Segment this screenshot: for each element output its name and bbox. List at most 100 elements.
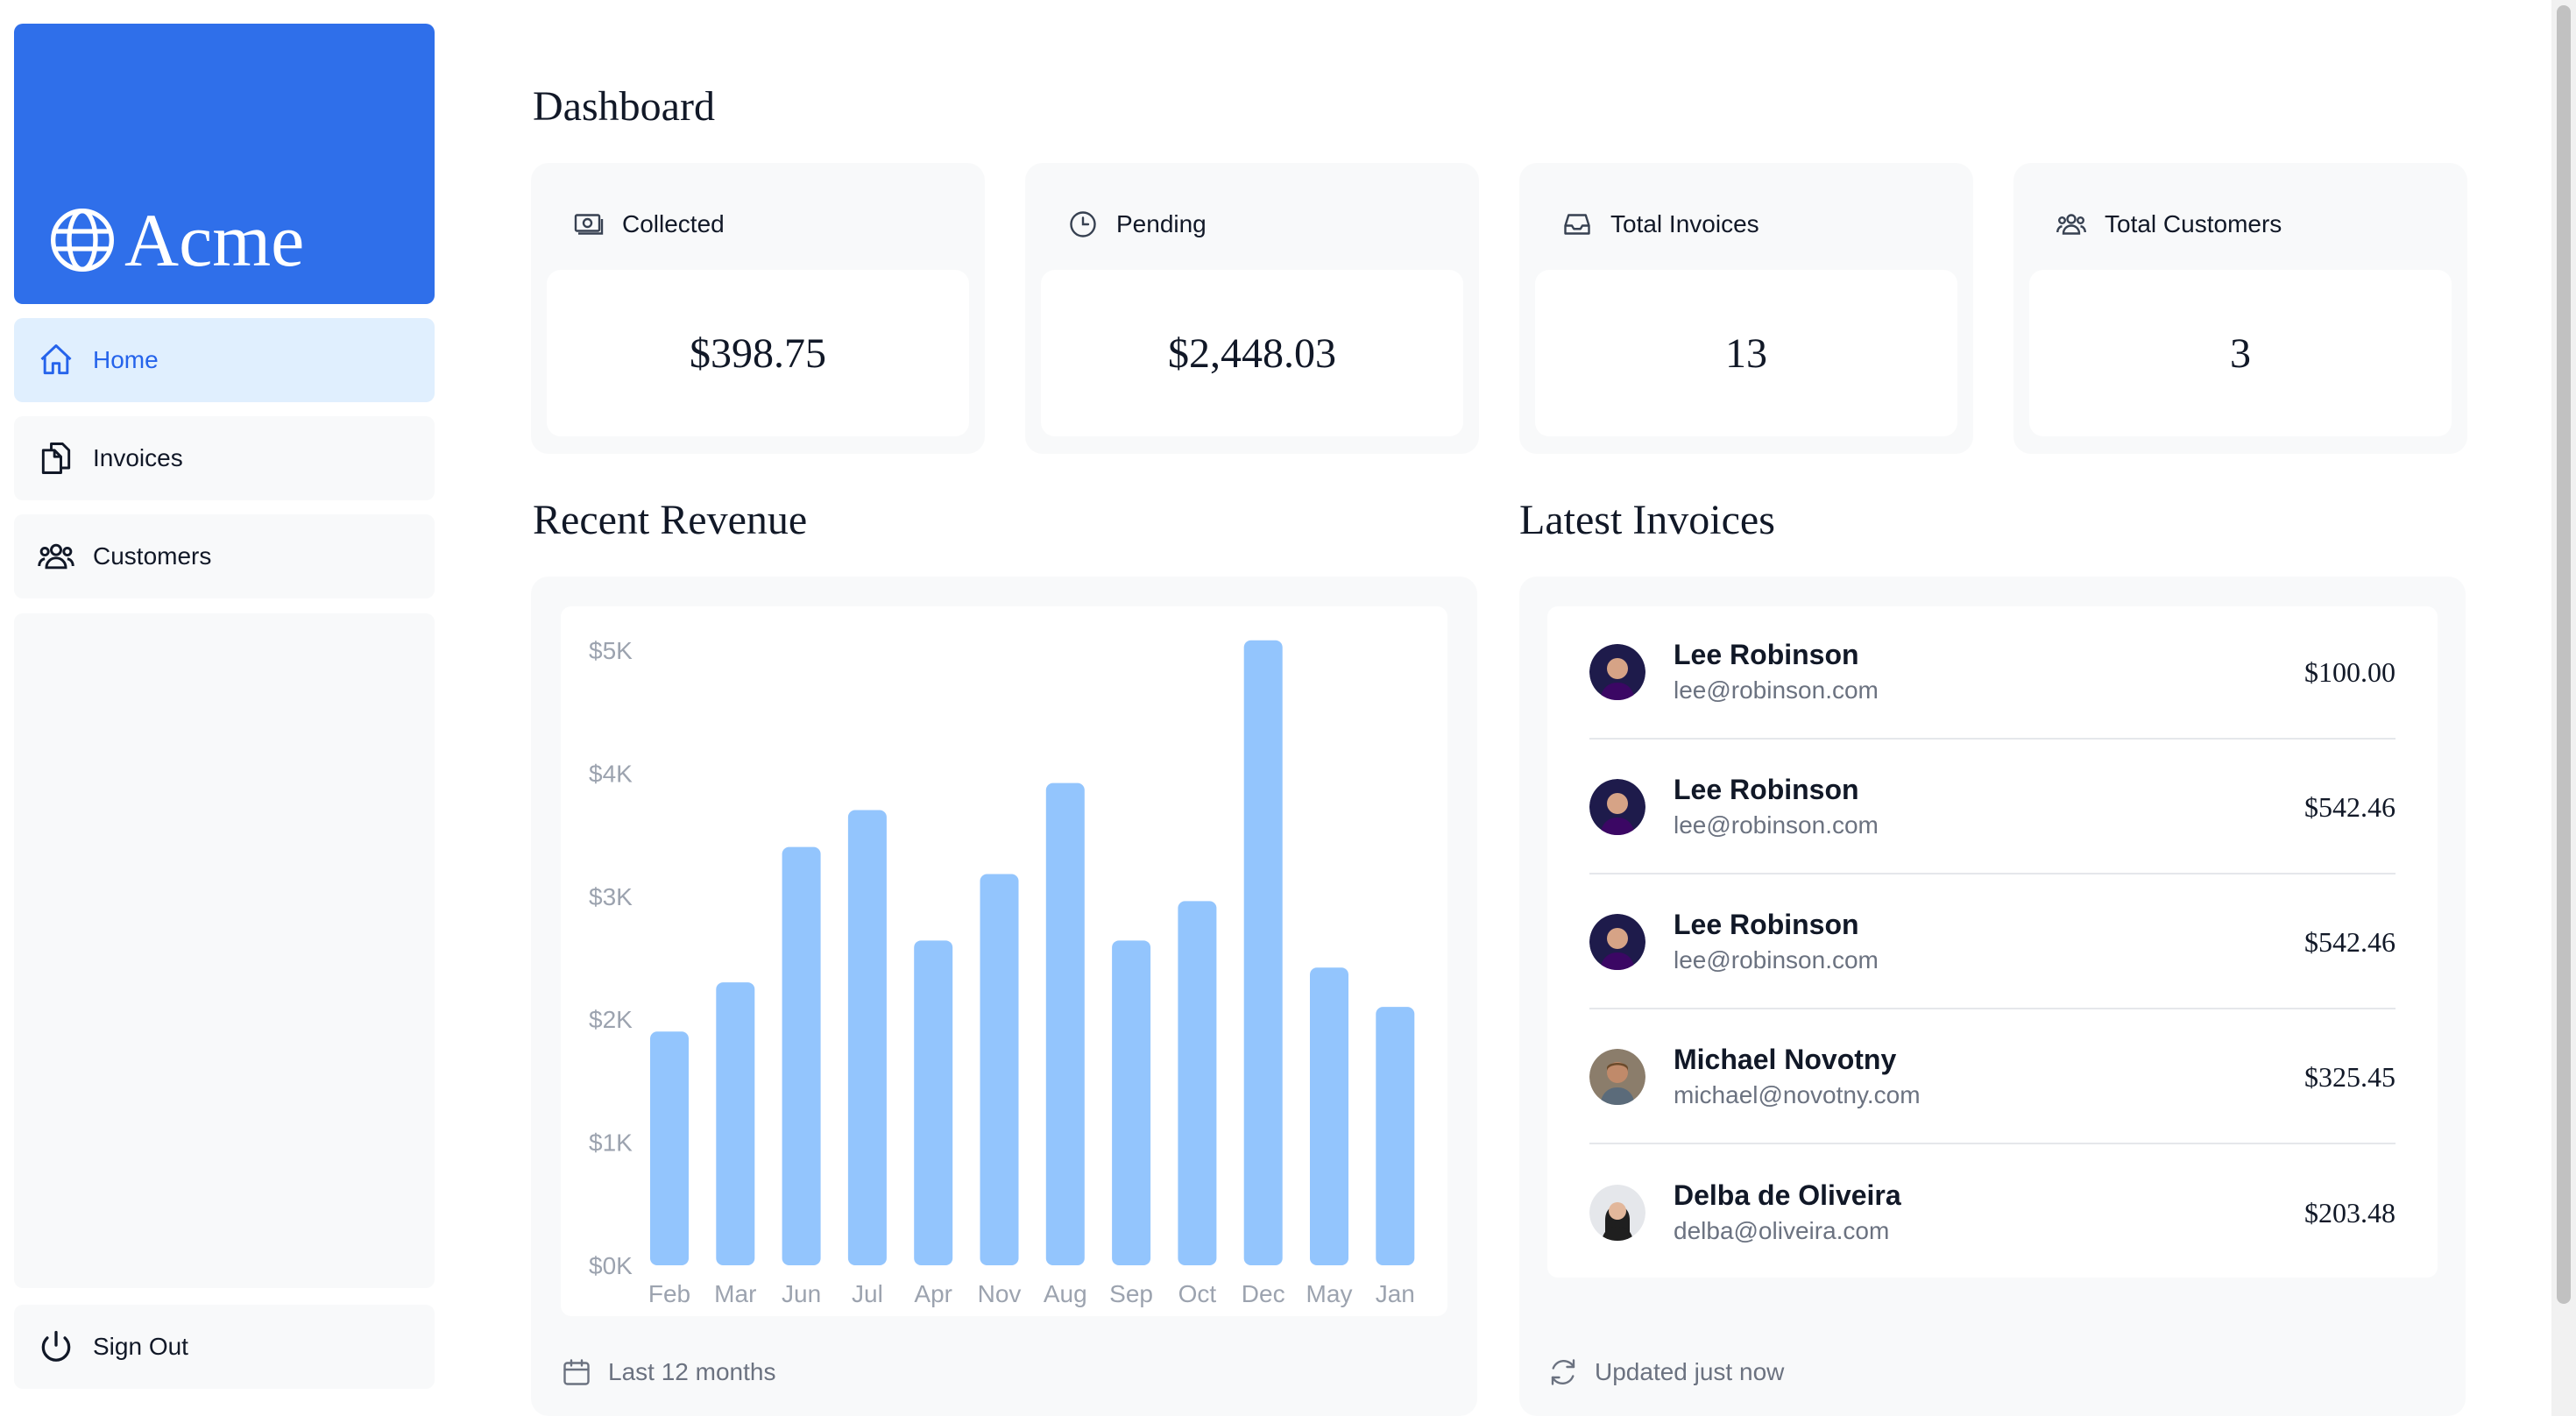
recent-revenue-heading: Recent Revenue (533, 497, 808, 543)
invoice-amount: $100.00 (2304, 655, 2396, 688)
chart-bar-jun[interactable] (782, 846, 821, 1265)
scrollbar-thumb[interactable] (2557, 5, 2571, 1304)
x-tick-label: May (1306, 1280, 1353, 1307)
x-tick-label: Mar (714, 1280, 756, 1307)
chart-bar-apr[interactable] (914, 940, 953, 1265)
page-title: Dashboard (533, 83, 715, 130)
invoice-email: delba@oliveira.com (1674, 1217, 1890, 1245)
x-tick-label: Dec (1242, 1280, 1285, 1307)
invoice-email: lee@robinson.com (1674, 676, 1879, 704)
invoice-name: Lee Robinson (1674, 638, 1859, 670)
power-icon (41, 1330, 71, 1362)
y-tick-label: $3K (589, 883, 633, 910)
banknotes-icon (574, 214, 604, 235)
clock-icon (1070, 211, 1096, 237)
invoice-name: Lee Robinson (1674, 908, 1859, 940)
invoice-email: lee@robinson.com (1674, 946, 1879, 974)
x-tick-label: Jun (782, 1280, 821, 1307)
card-total-invoices: Total Invoices 13 (1519, 163, 1973, 454)
chart-bar-nov[interactable] (980, 874, 1019, 1265)
page-scrollbar[interactable] (2551, 0, 2576, 1416)
brand-name: Acme (124, 198, 305, 282)
card-value: $2,448.03 (1041, 270, 1463, 436)
latest-footer: Updated just now (1595, 1358, 1785, 1385)
invoice-email: michael@novotny.com (1674, 1081, 1921, 1109)
card-pending: Pending $2,448.03 (1025, 163, 1479, 454)
revenue-footer: Last 12 months (608, 1358, 776, 1385)
invoice-amount: $203.48 (2304, 1196, 2396, 1228)
x-tick-label: Apr (914, 1280, 952, 1307)
avatar (1589, 644, 1645, 700)
x-tick-label: Oct (1178, 1280, 1217, 1307)
card-title: Total Customers (2105, 210, 2282, 237)
chart-bar-jul[interactable] (847, 810, 887, 1265)
avatar (1589, 914, 1645, 970)
inbox-icon (1564, 214, 1590, 235)
invoice-row[interactable]: Michael Novotny michael@novotny.com $325… (1589, 1011, 2396, 1144)
chart-bar-aug[interactable] (1045, 782, 1085, 1265)
brand-logo[interactable]: Acme (14, 24, 435, 304)
calendar-icon (563, 1359, 590, 1385)
sidebar-spacer (14, 613, 435, 1288)
card-total-customers: Total Customers 3 (2013, 163, 2467, 454)
y-tick-label: $1K (589, 1129, 633, 1157)
y-tick-label: $4K (589, 760, 633, 787)
latest-invoices-panel: Lee Robinson lee@robinson.com $100.00 Le… (1519, 577, 2466, 1416)
card-collected: Collected $398.75 (531, 163, 985, 454)
chart-bar-sep[interactable] (1112, 940, 1151, 1265)
invoice-row[interactable]: Lee Robinson lee@robinson.com $542.46 (1589, 876, 2396, 1009)
card-title: Pending (1116, 210, 1207, 237)
avatar (1589, 779, 1645, 835)
x-tick-label: Nov (978, 1280, 1022, 1307)
chart-bar-may[interactable] (1310, 967, 1348, 1265)
invoice-amount: $325.45 (2304, 1060, 2396, 1093)
revenue-panel: $0K $1K $2K $3K $4K $5K Feb Mar Jun Jul Apr Nov Aug S… (531, 577, 1477, 1416)
invoice-row[interactable]: Lee Robinson lee@robinson.com $100.00 (1589, 606, 2396, 740)
x-tick-label: Sep (1109, 1280, 1153, 1307)
refresh-icon (1551, 1359, 1575, 1385)
x-tick-label: Jan (1376, 1280, 1415, 1307)
chart-bar-mar[interactable] (716, 982, 755, 1265)
card-value: 13 (1535, 270, 1957, 436)
sidebar-item-label: Home (93, 346, 159, 373)
sidebar-item-invoices[interactable]: Invoices (14, 416, 435, 500)
chart-bar-dec[interactable] (1243, 640, 1283, 1265)
invoice-name: Delba de Oliveira (1674, 1179, 1901, 1211)
avatar (1589, 1185, 1645, 1241)
card-value: 3 (2029, 270, 2452, 436)
users-icon (38, 543, 74, 570)
globe-icon (51, 209, 114, 272)
invoice-name: Michael Novotny (1674, 1043, 1897, 1075)
revenue-chart-svg: $0K $1K $2K $3K $4K $5K Feb Mar Jun Jul Apr Nov Aug S… (589, 637, 1415, 1307)
x-tick-label: Aug (1044, 1280, 1087, 1307)
invoice-row[interactable]: Delba de Oliveira delba@oliveira.com $20… (1589, 1146, 2396, 1279)
y-tick-label: $2K (589, 1006, 633, 1033)
chart-bar-jan[interactable] (1376, 1007, 1415, 1265)
sign-out-button[interactable]: Sign Out (14, 1305, 435, 1389)
chart-bar-feb[interactable] (650, 1031, 689, 1265)
revenue-chart: $0K $1K $2K $3K $4K $5K Feb Mar Jun Jul Apr Nov Aug S… (561, 606, 1447, 1316)
invoice-list: Lee Robinson lee@robinson.com $100.00 Le… (1547, 606, 2438, 1278)
invoice-amount: $542.46 (2304, 925, 2396, 958)
sidebar-item-customers[interactable]: Customers (14, 514, 435, 598)
invoice-email: lee@robinson.com (1674, 811, 1879, 839)
invoice-row[interactable]: Lee Robinson lee@robinson.com $542.46 (1589, 741, 2396, 874)
x-tick-label: Jul (852, 1280, 883, 1307)
card-value: $398.75 (547, 270, 969, 436)
sidebar-item-label: Invoices (93, 444, 183, 471)
card-title: Collected (622, 210, 725, 237)
sidebar: Acme Home Invoices Customers Sign Out (14, 24, 435, 1391)
sidebar-item-home[interactable]: Home (14, 318, 435, 402)
x-tick-label: Feb (648, 1280, 690, 1307)
home-icon (40, 344, 72, 375)
users-icon (2056, 214, 2086, 235)
avatar (1589, 1049, 1645, 1105)
invoice-amount: $542.46 (2304, 790, 2396, 823)
sidebar-item-label: Customers (93, 542, 212, 570)
y-tick-label: $0K (589, 1252, 633, 1279)
latest-invoices-heading: Latest Invoices (1519, 497, 1775, 543)
y-tick-label: $5K (589, 637, 633, 664)
chart-bar-oct[interactable] (1178, 901, 1217, 1265)
card-title: Total Invoices (1610, 210, 1759, 237)
document-icon (41, 442, 71, 474)
